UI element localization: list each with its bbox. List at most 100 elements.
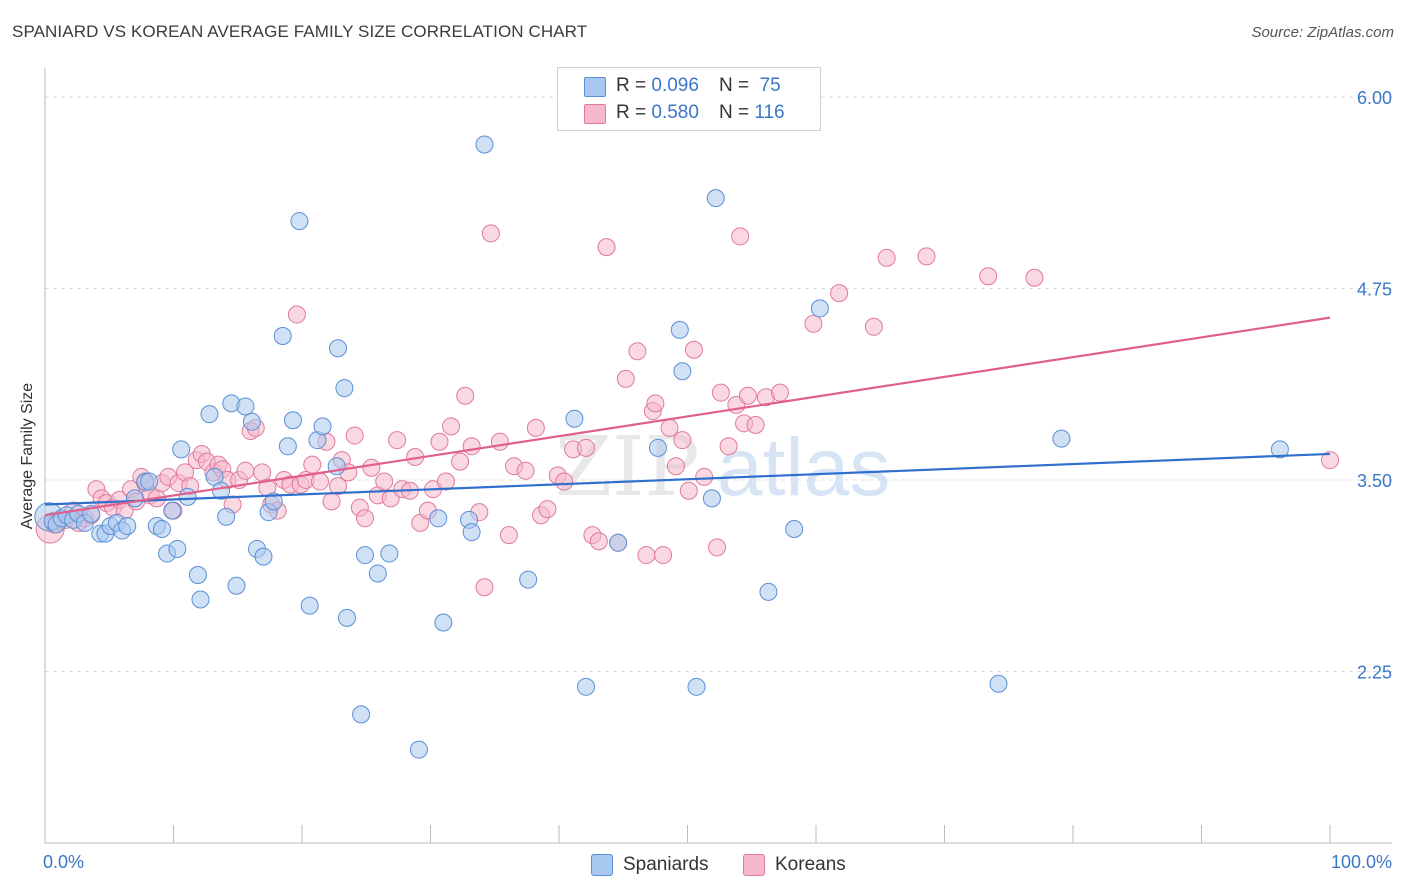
korean-point bbox=[830, 284, 849, 303]
korean-point bbox=[451, 452, 470, 471]
spaniard-point bbox=[810, 299, 829, 318]
trend-lines bbox=[44, 316, 1331, 517]
spaniard-point bbox=[278, 437, 297, 456]
spaniard-point bbox=[706, 189, 725, 208]
bottom-legend-swatch-spaniards bbox=[591, 854, 613, 876]
korean-point bbox=[771, 383, 790, 402]
spaniard-point bbox=[1270, 440, 1289, 459]
korean-point bbox=[362, 458, 381, 477]
legend-r-value-koreans: 0.580 bbox=[651, 102, 699, 123]
korean-point bbox=[322, 492, 341, 511]
korean-point bbox=[877, 248, 896, 267]
spaniard-point bbox=[140, 472, 159, 491]
spaniard-point bbox=[462, 523, 481, 542]
spaniard-point bbox=[163, 501, 182, 520]
korean-point bbox=[711, 383, 730, 402]
korean-point bbox=[430, 432, 449, 451]
spaniard-point bbox=[475, 135, 494, 154]
korean-point bbox=[746, 415, 765, 434]
spaniard-point bbox=[168, 539, 187, 558]
spaniard-point bbox=[236, 397, 255, 416]
korean-point bbox=[516, 461, 535, 480]
korean-point bbox=[328, 477, 347, 496]
legend-r-value-spaniards: 0.096 bbox=[651, 75, 699, 96]
spaniard-point bbox=[217, 507, 236, 526]
spaniard-point bbox=[178, 487, 197, 506]
korean-point bbox=[355, 509, 374, 528]
spaniard-point bbox=[125, 489, 144, 508]
korean-point bbox=[375, 472, 394, 491]
korean-point bbox=[708, 538, 727, 557]
x-axis-max-label: 100.0% bbox=[1330, 852, 1392, 872]
korean-point bbox=[462, 437, 481, 456]
korean-point bbox=[555, 472, 574, 491]
spaniard-point bbox=[434, 613, 453, 632]
korean-point bbox=[442, 417, 461, 436]
y-tick-label: 2.25 bbox=[1357, 663, 1392, 683]
spaniard-point bbox=[254, 547, 273, 566]
korean-point bbox=[287, 305, 306, 324]
spaniard-point bbox=[118, 516, 137, 535]
korean-point bbox=[538, 500, 557, 519]
y-tick-label: 6.00 bbox=[1357, 88, 1392, 108]
spaniard-point bbox=[200, 405, 219, 424]
chart-source: Source: ZipAtlas.com bbox=[1251, 24, 1394, 41]
korean-point bbox=[310, 472, 329, 491]
korean-point bbox=[673, 431, 692, 450]
korean-point bbox=[436, 472, 455, 491]
spaniard-point bbox=[609, 533, 628, 552]
korean-point bbox=[388, 431, 407, 450]
spaniard-point bbox=[409, 740, 428, 759]
spaniard-point bbox=[519, 570, 538, 589]
spaniard-point bbox=[1052, 429, 1071, 448]
spaniard-point bbox=[335, 379, 354, 398]
korean-point bbox=[637, 546, 656, 565]
bottom-legend-koreans: Koreans bbox=[743, 852, 846, 878]
bottom-legend-spaniards: Spaniards bbox=[591, 852, 709, 878]
korean-point bbox=[456, 386, 475, 405]
korean-point bbox=[490, 432, 509, 451]
korean-point bbox=[804, 314, 823, 333]
x-axis-min-label: 0.0% bbox=[43, 852, 85, 872]
korean-point bbox=[666, 457, 685, 476]
watermark-atlas: atlas bbox=[717, 422, 890, 513]
y-tick-labels: 6.00 4.75 3.50 2.25 bbox=[1357, 88, 1392, 683]
bottom-legend-label-spaniards: Spaniards bbox=[623, 854, 709, 875]
spaniards-trend-line bbox=[44, 452, 1331, 506]
spaniard-point bbox=[191, 590, 210, 609]
spaniard-point bbox=[989, 674, 1008, 693]
korean-point bbox=[979, 267, 998, 286]
korean-point bbox=[589, 532, 608, 551]
korean-point bbox=[719, 437, 738, 456]
spaniard-point bbox=[702, 489, 721, 508]
legend-n-value-koreans: 116 bbox=[754, 102, 785, 123]
spaniard-point bbox=[188, 565, 207, 584]
spaniard-point bbox=[242, 412, 261, 431]
legend-n-value-spaniards: 75 bbox=[759, 75, 781, 96]
spaniard-point bbox=[368, 564, 387, 583]
spaniard-point bbox=[152, 520, 171, 539]
korean-point bbox=[481, 224, 500, 243]
spaniard-point bbox=[576, 677, 595, 696]
korean-point bbox=[475, 578, 494, 597]
legend-r-label: R = bbox=[616, 102, 647, 123]
korean-point bbox=[684, 340, 703, 359]
spaniard-point bbox=[300, 596, 319, 615]
spaniard-point bbox=[337, 608, 356, 627]
korean-point bbox=[864, 317, 883, 336]
spaniard-point bbox=[352, 705, 371, 724]
korean-point bbox=[236, 461, 255, 480]
spaniard-point bbox=[759, 582, 778, 601]
korean-point bbox=[654, 546, 673, 565]
spaniard-point bbox=[328, 339, 347, 358]
spaniard-point bbox=[429, 509, 448, 528]
korean-point bbox=[646, 394, 665, 413]
spaniard-point bbox=[290, 212, 309, 231]
spaniard-point bbox=[273, 326, 292, 345]
korean-point bbox=[660, 418, 679, 437]
korean-point bbox=[679, 481, 698, 500]
spaniard-point bbox=[648, 438, 667, 457]
legend-swatch-koreans bbox=[584, 104, 606, 124]
chart-title: SPANIARD VS KOREAN AVERAGE FAMILY SIZE C… bbox=[12, 22, 588, 41]
